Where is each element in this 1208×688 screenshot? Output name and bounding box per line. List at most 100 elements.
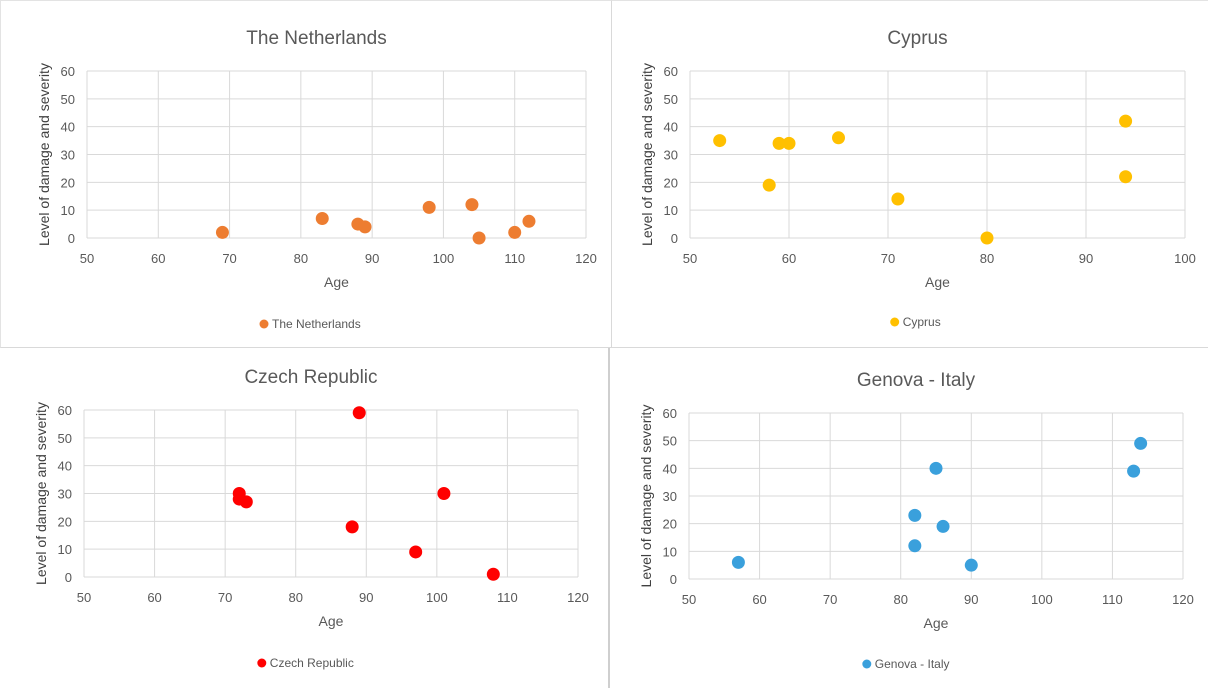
x-tick-label: 80 — [288, 590, 302, 605]
chart-panel-cyprus: Cyprus 0 10 20 30 40 50 60 50 60 70 80 90 100 Age Level… — [612, 0, 1208, 348]
legend: Genova - Italy — [862, 657, 950, 671]
x-tick-label: 120 — [1172, 592, 1194, 607]
legend: Cyprus — [890, 315, 941, 329]
x-tick-label: 100 — [426, 590, 448, 605]
data-point — [315, 212, 329, 226]
data-point — [352, 406, 366, 420]
data-point — [891, 192, 905, 206]
x-tick-label: 90 — [964, 592, 978, 607]
x-tick-label: 110 — [497, 590, 518, 605]
data-point — [1119, 114, 1133, 128]
gridlines — [688, 412, 1184, 580]
data-point — [980, 231, 994, 245]
x-tick-label: 90 — [1079, 251, 1093, 266]
y-axis-label: Level of damage and severity — [36, 63, 52, 246]
y-tick-label: 10 — [664, 203, 678, 218]
x-axis-label: Age — [319, 613, 344, 629]
x-tick-label: 100 — [1174, 251, 1196, 266]
data-point — [1119, 170, 1133, 184]
chart-svg: Czech Republic 0 10 20 30 40 50 60 50 60 70 80 90 100… — [33, 367, 589, 670]
y-tick-label: 0 — [68, 231, 75, 246]
legend-marker — [890, 317, 900, 327]
x-tick-label: 80 — [980, 251, 994, 266]
x-tick-label: 60 — [782, 251, 796, 266]
y-tick-label: 40 — [664, 120, 678, 135]
data-point — [929, 461, 943, 475]
data-point — [472, 231, 486, 245]
legend-marker — [259, 319, 269, 329]
y-tick-label: 30 — [61, 148, 75, 163]
y-tick-label: 0 — [65, 570, 72, 585]
data-point — [522, 214, 536, 228]
y-axis-label: Level of damage and severity — [639, 63, 655, 246]
x-tick-label: 90 — [359, 590, 373, 605]
y-axis-label: Level of damage and severity — [33, 402, 49, 585]
data-point — [936, 519, 950, 533]
x-axis-label: Age — [324, 274, 349, 290]
data-point — [782, 136, 796, 150]
chart-svg: Genova - Italy 0 10 20 30 40 50 60 50 60 70 80 90 100… — [638, 370, 1194, 671]
chart-svg: Cyprus 0 10 20 30 40 50 60 50 60 70 80 90 100 Age Level… — [639, 28, 1196, 329]
chart-panel-czech-republic: Czech Republic 0 10 20 30 40 50 60 50 60 70 80 90 100… — [0, 348, 610, 688]
data-point — [908, 539, 922, 553]
y-tick-label: 40 — [663, 461, 677, 476]
y-tick-label: 50 — [664, 92, 678, 107]
x-axis-label: Age — [924, 615, 949, 631]
data-point — [422, 200, 436, 214]
legend-label: Cyprus — [903, 315, 941, 329]
y-tick-label: 30 — [663, 489, 677, 504]
x-tick-label: 50 — [682, 592, 696, 607]
x-tick-label: 50 — [683, 251, 697, 266]
legend: Czech Republic — [257, 656, 354, 670]
gridlines — [83, 409, 579, 578]
y-tick-label: 30 — [58, 487, 72, 502]
series-points — [232, 406, 500, 581]
series-points — [215, 198, 536, 245]
x-tick-label: 100 — [433, 251, 455, 266]
legend-marker — [257, 658, 267, 668]
data-point — [239, 495, 253, 509]
legend-label: Genova - Italy — [875, 657, 950, 671]
chart-title: Czech Republic — [244, 367, 377, 388]
series-points — [713, 114, 1133, 245]
x-tick-label: 70 — [222, 251, 236, 266]
chart-panel-netherlands: The Netherlands 0 10 20 30 40 50 60 50 60 70 80 90 10… — [0, 0, 612, 348]
data-point — [1134, 436, 1148, 450]
y-tick-label: 10 — [58, 542, 72, 557]
y-tick-label: 60 — [58, 403, 72, 418]
x-tick-label: 50 — [80, 251, 94, 266]
x-axis-label: Age — [925, 274, 950, 290]
y-tick-label: 20 — [664, 175, 678, 190]
x-tick-label: 110 — [504, 251, 525, 266]
data-point — [508, 225, 522, 239]
y-tick-label: 10 — [61, 203, 75, 218]
x-tick-label: 90 — [365, 251, 379, 266]
x-tick-label: 80 — [893, 592, 907, 607]
chart-panel-genova-italy: Genova - Italy 0 10 20 30 40 50 60 50 60 70 80 90 100… — [610, 348, 1208, 688]
chart-title: Genova - Italy — [857, 370, 976, 391]
y-tick-label: 60 — [61, 64, 75, 79]
x-tick-label: 120 — [567, 590, 589, 605]
x-tick-label: 110 — [1102, 592, 1123, 607]
x-tick-label: 70 — [218, 590, 232, 605]
gridlines — [689, 70, 1186, 239]
data-point — [832, 131, 845, 145]
chart-title: Cyprus — [887, 28, 947, 49]
chart-svg: The Netherlands 0 10 20 30 40 50 60 50 60 70 80 90 10… — [36, 28, 597, 331]
legend: The Netherlands — [259, 317, 361, 331]
y-tick-label: 10 — [663, 544, 677, 559]
x-tick-label: 120 — [575, 251, 597, 266]
chart-title: The Netherlands — [246, 28, 386, 49]
y-tick-label: 20 — [58, 514, 72, 529]
data-point — [486, 567, 500, 581]
y-tick-label: 60 — [663, 406, 677, 421]
y-tick-label: 60 — [664, 64, 678, 79]
data-point — [713, 134, 727, 148]
x-tick-label: 60 — [147, 590, 161, 605]
legend-marker — [862, 659, 872, 669]
data-point — [762, 178, 776, 192]
y-tick-label: 50 — [58, 431, 72, 446]
x-tick-label: 60 — [752, 592, 766, 607]
y-tick-label: 50 — [61, 92, 75, 107]
data-point — [437, 487, 451, 500]
